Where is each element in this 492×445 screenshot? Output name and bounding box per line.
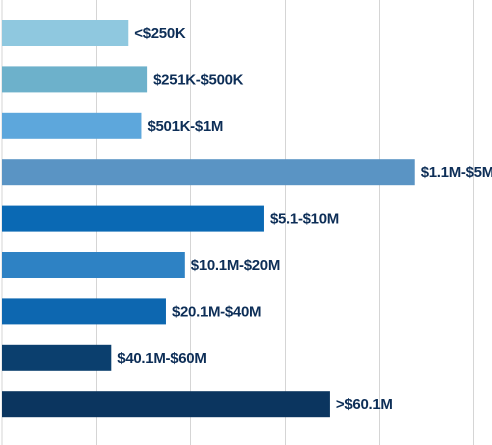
- bar: [2, 205, 264, 232]
- bars: [2, 20, 415, 418]
- bar: [2, 20, 129, 46]
- bar-label: <$250K: [134, 25, 186, 42]
- bar-labels: <$250K $251K-$500K $501K-$1M $1.1M-$5M $5.1-…: [117, 25, 492, 413]
- bar-label: >$60.1M: [336, 396, 393, 413]
- bar: [2, 112, 142, 139]
- bar-label: $5.1-$10M: [270, 211, 339, 228]
- bar: [2, 344, 112, 371]
- bar: [2, 66, 148, 93]
- bar: [2, 252, 185, 278]
- bar-label: $1.1M-$5M: [421, 164, 492, 181]
- bar-label: $10.1M-$20M: [191, 257, 280, 274]
- bar-label: $20.1M-$40M: [172, 303, 261, 320]
- bar: [2, 391, 330, 418]
- bar-label: $501K-$1M: [147, 118, 223, 135]
- bar: [2, 159, 415, 186]
- bar-label: $251K-$500K: [153, 71, 244, 88]
- bar: [2, 298, 166, 325]
- bar-label: $40.1M-$60M: [117, 350, 206, 367]
